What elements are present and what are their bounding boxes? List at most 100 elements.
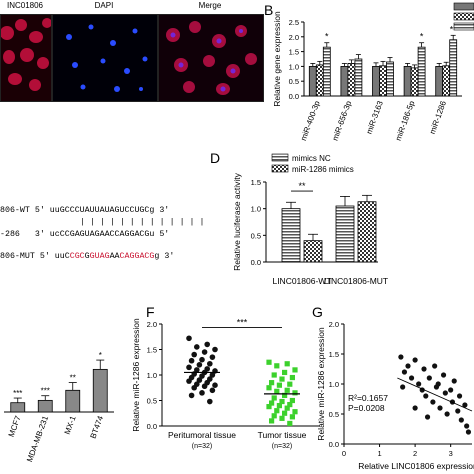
scatter-point <box>282 392 288 398</box>
scatter-point <box>199 390 205 396</box>
seq-row-mut: 806-MUT 5' uuCCGCGGUAGAACAGGACGg 3' <box>0 252 174 261</box>
y-tick-label: 1.5 <box>289 48 299 57</box>
micro-label-2: DAPI <box>94 1 114 10</box>
scatter-point <box>269 418 275 424</box>
scatter-point <box>271 395 277 401</box>
scatter-point <box>276 382 282 388</box>
legend-label: mimics NC <box>292 154 331 163</box>
y-tick-label: 0.0 <box>289 92 299 101</box>
significance-label: ** <box>70 374 76 383</box>
scatter-point <box>426 375 432 381</box>
y-tick-label: 2.0 <box>147 320 157 329</box>
x-tick-label: Tumor tissue <box>258 430 307 440</box>
scatter-point <box>269 380 275 386</box>
bar <box>303 240 323 263</box>
panel-letter-b: B <box>264 2 274 18</box>
p-annotation: P=0.0208 <box>348 403 385 413</box>
scatter-point <box>401 369 408 375</box>
micro-image-merge <box>158 14 264 102</box>
scatter-point <box>269 400 275 406</box>
significance-label: * <box>420 32 424 42</box>
significance-label: *** <box>41 387 50 396</box>
seq-name-mir: -286 <box>0 230 20 239</box>
bar <box>357 201 377 263</box>
x-tick-label: MCF7 <box>7 414 23 438</box>
significance-label: *** <box>13 389 22 398</box>
scatter-point <box>274 408 280 414</box>
seq-mut-p2: G <box>84 252 90 261</box>
legend-swatch <box>453 22 474 31</box>
scatter-point <box>412 405 418 411</box>
bar <box>315 64 324 97</box>
scatter-point <box>405 363 411 369</box>
seq-wt: 5' uuGCCCUAUUAUAGUCCUGCg 3' <box>34 206 170 215</box>
scatter-point <box>274 388 280 394</box>
y-tick-label: 0.0 <box>329 440 339 449</box>
chart-d: 0.0 0.5 1.0 1.5 Relative luciferase activity… <box>232 153 388 286</box>
micro-label-3: Merge <box>198 1 222 10</box>
x-tick-label: miR-400-3p <box>299 99 322 142</box>
scatter-point <box>196 362 203 368</box>
scatter-point <box>271 413 277 419</box>
scatter-point <box>455 408 461 414</box>
scatter-point <box>462 402 468 408</box>
y-tick-label: 0.5 <box>147 397 157 406</box>
y-axis-label: Relative luciferase activity <box>232 172 242 271</box>
scatter-point <box>289 397 295 404</box>
bar <box>335 205 355 263</box>
bar <box>449 39 458 97</box>
regression-line <box>397 377 473 412</box>
scatter-point <box>458 417 464 423</box>
x-tick-label: miR-1286 <box>428 99 449 135</box>
x-tick-label: MDA-MB-231 <box>25 414 50 463</box>
scatter-point <box>212 346 218 353</box>
x-tick-label: LINC01806-MUT <box>324 276 388 286</box>
scatter-point <box>274 363 280 369</box>
scatter-point <box>423 393 429 399</box>
chart-b: 0.0 0.5 1.0 1.5 2.0 2.5 Relative gene expressi… <box>272 2 474 142</box>
scatter-point <box>209 372 216 378</box>
y-axis-label: Relative miR-1286 expression <box>316 327 326 441</box>
seq-mut-p3: GUAG <box>89 252 110 261</box>
significance-label: * <box>325 32 329 42</box>
scatter-point <box>289 374 295 381</box>
y-tick-label: 0.0 <box>251 258 261 267</box>
bar <box>435 66 444 97</box>
bar <box>92 368 108 413</box>
panel-letter-f: F <box>146 304 155 320</box>
group-n-label: (n=32) <box>192 443 212 450</box>
x-tick-label: miR-3163 <box>365 99 386 135</box>
seq-row-wt: 806-WT 5' uuGCCCUAUUAUAGUCCUGCg 3' <box>0 206 169 215</box>
scatter-point <box>186 364 192 371</box>
scatter-point <box>266 404 272 410</box>
legend-swatch <box>271 164 289 173</box>
bar <box>354 58 363 97</box>
chart-f: 0.0 0.5 1.0 1.5 2.0 Relative miR-1286 express… <box>131 318 320 450</box>
seq-mut-p0: 5' uuC <box>39 252 70 261</box>
significance-label: ** <box>450 24 458 34</box>
bar <box>281 208 301 263</box>
scatter-point <box>442 390 448 396</box>
scatter-point <box>199 356 205 363</box>
scatter-point <box>201 349 208 355</box>
scatter-point <box>464 423 470 429</box>
scatter-point <box>440 372 447 378</box>
legend-label: miR-1286 mimics <box>292 165 354 174</box>
scatter-point <box>284 361 290 367</box>
group-n-label: (n=32) <box>272 443 292 450</box>
scatter-point <box>284 405 290 411</box>
y-tick-label: 2.5 <box>289 18 299 27</box>
scatter-point <box>209 354 216 360</box>
bar <box>37 399 53 413</box>
scatter-point <box>408 375 415 381</box>
scatter-point <box>209 387 216 394</box>
scatter-point <box>186 378 192 384</box>
scatter-point <box>279 398 285 405</box>
scatter-point <box>204 341 210 348</box>
micro-image-dapi <box>52 14 158 102</box>
bar <box>65 389 81 413</box>
scatter-point <box>289 414 295 420</box>
x-tick-label: 3 <box>449 449 453 458</box>
scatter-point <box>424 414 431 420</box>
scatter-point <box>451 378 457 384</box>
